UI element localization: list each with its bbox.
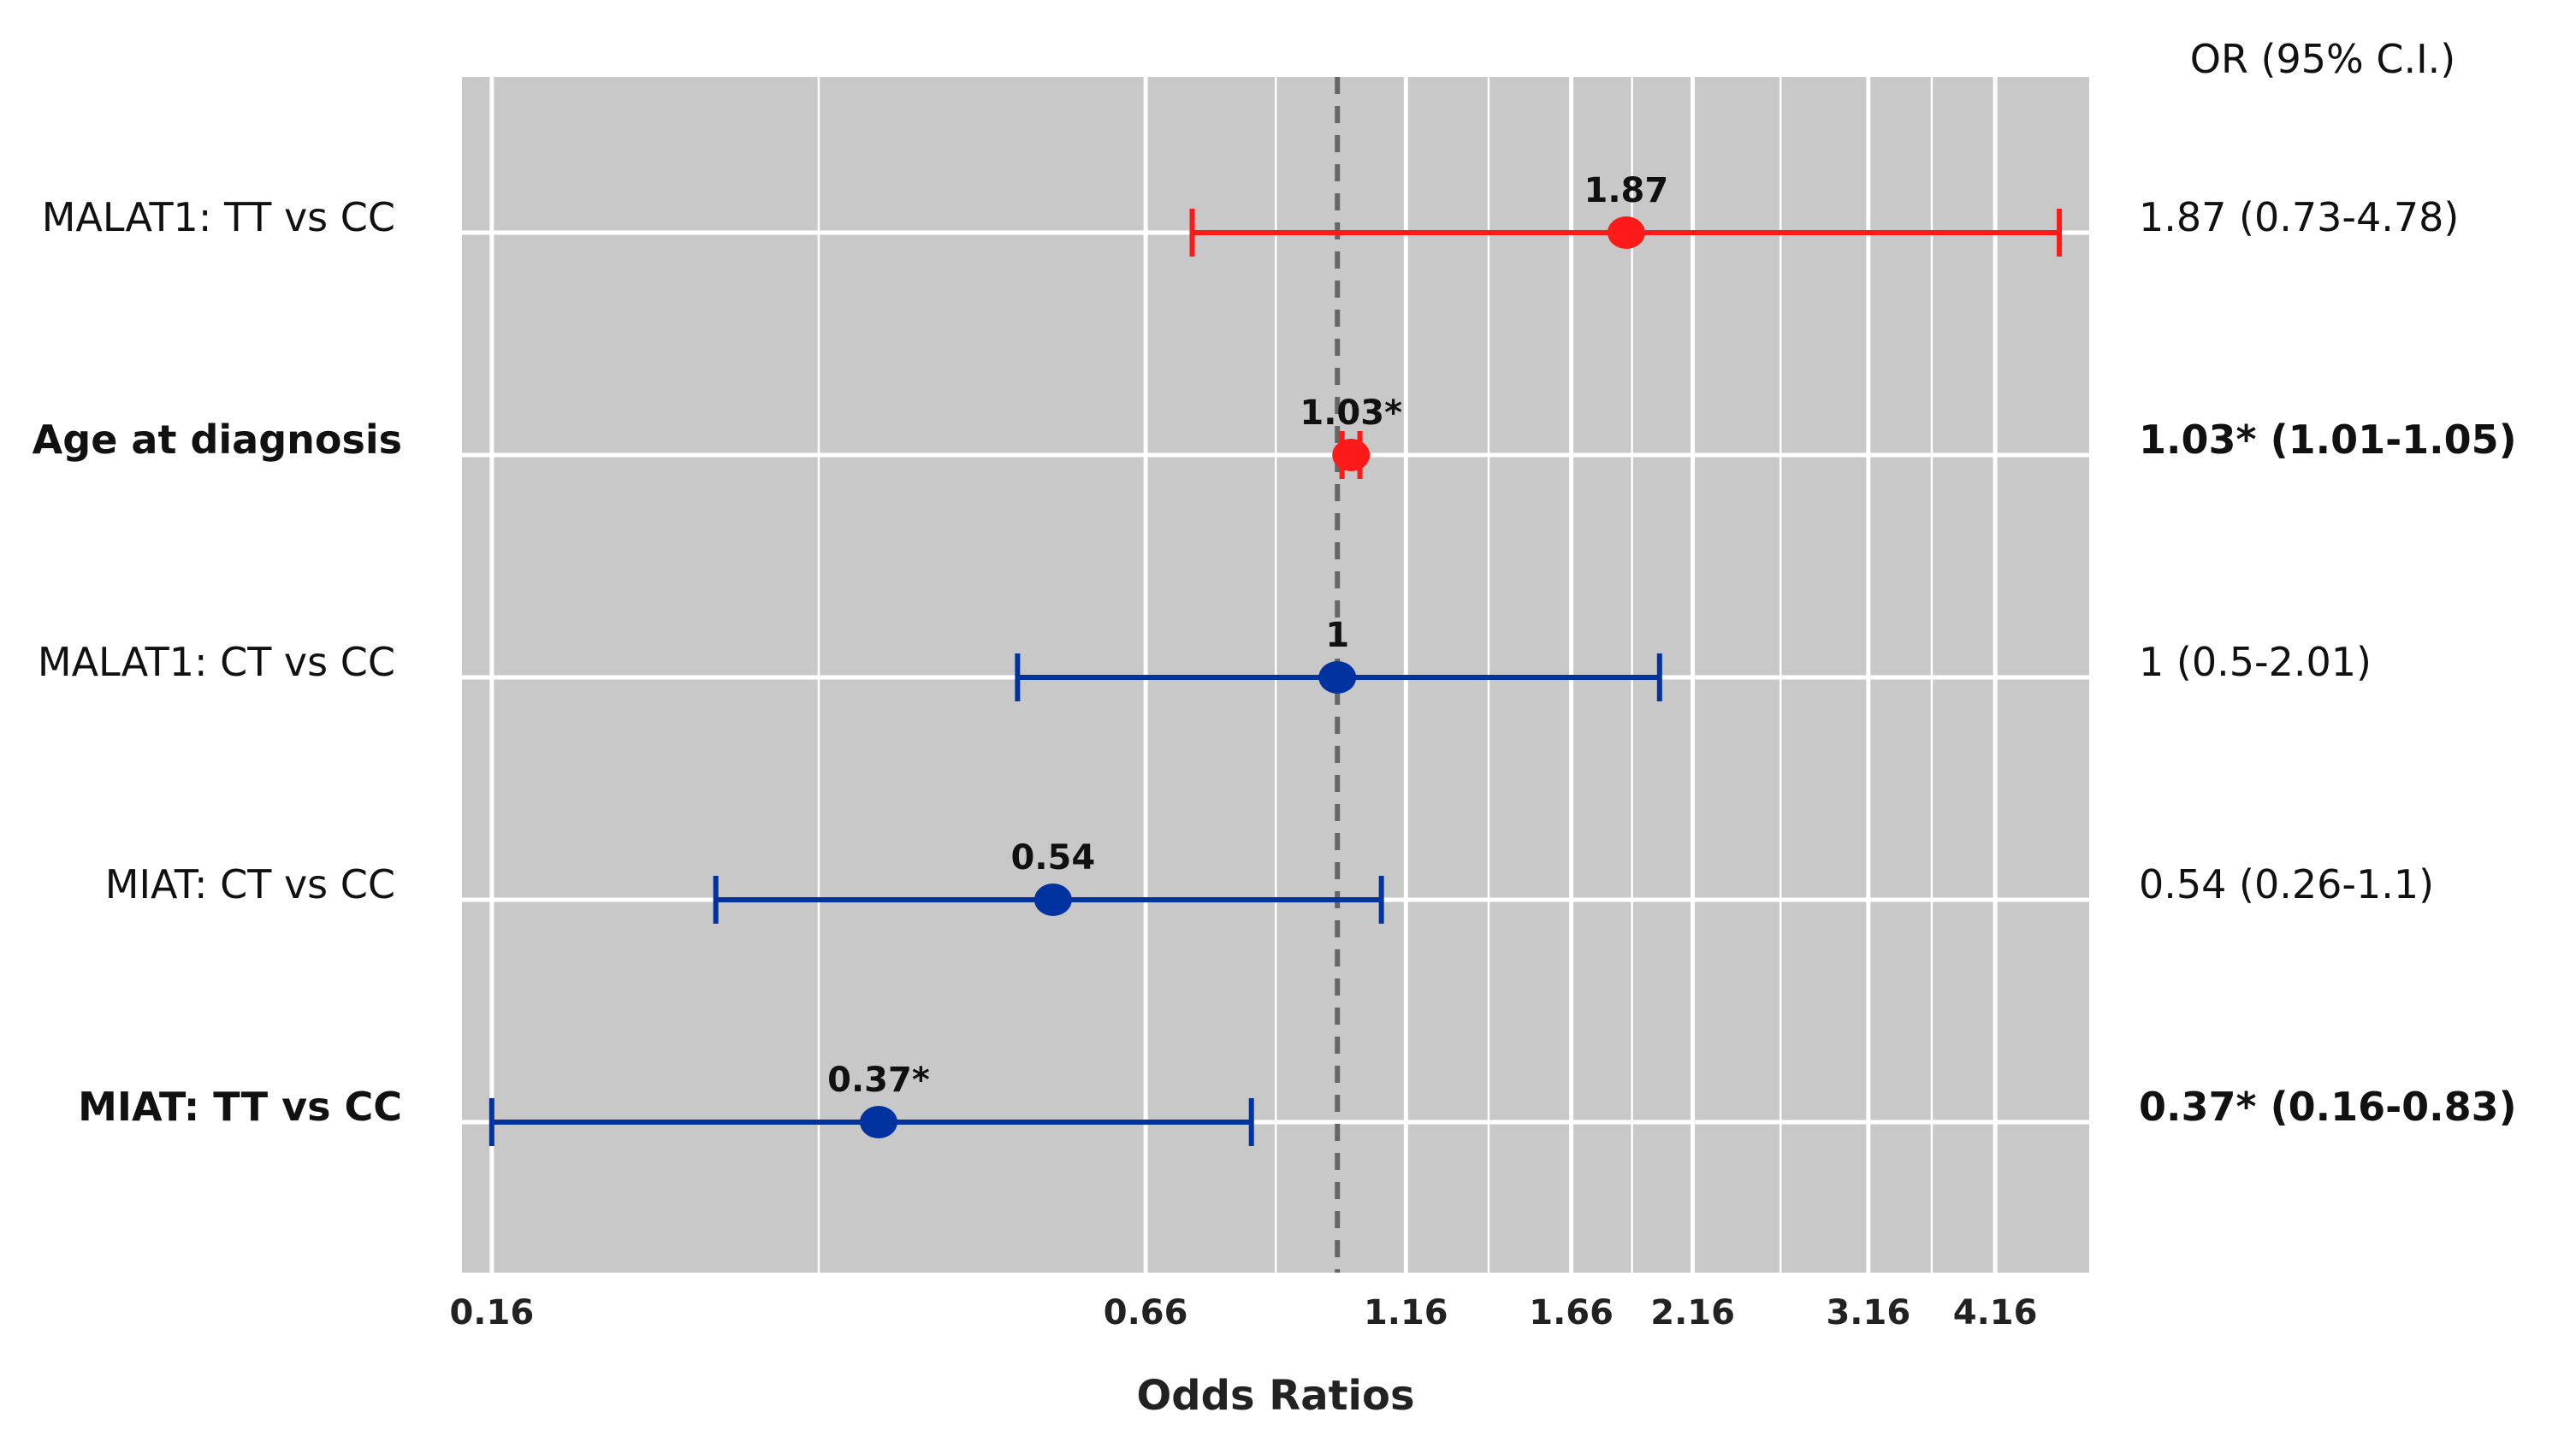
- x-tick-label: 0.66: [1104, 1293, 1188, 1333]
- or-ci-text: 1 (0.5-2.01): [2139, 639, 2372, 685]
- or-point: [859, 1106, 897, 1138]
- forest-row: 1 MALAT1: CT vs CC 1 (0.5-2.01): [38, 616, 2372, 701]
- x-tick-label: 0.16: [449, 1293, 534, 1333]
- or-point-label: 1.87: [1584, 171, 1669, 210]
- or-point-label: 1.03*: [1300, 393, 1402, 433]
- x-tick-label: 3.16: [1826, 1293, 1910, 1333]
- or-ci-text: 1.87 (0.73-4.78): [2139, 194, 2459, 240]
- forest-row: 0.37* MIAT: TT vs CC 0.37* (0.16-0.83): [78, 1061, 2517, 1146]
- or-point-label: 1: [1325, 616, 1349, 655]
- row-label: MIAT: CT vs CC: [105, 861, 395, 907]
- or-point: [1033, 884, 1072, 916]
- row-label: MIAT: TT vs CC: [78, 1084, 402, 1130]
- row-label: Age at diagnosis: [33, 417, 402, 463]
- or-ci-text: 0.54 (0.26-1.1): [2139, 861, 2434, 907]
- x-tick-label: 4.16: [1953, 1293, 2038, 1333]
- x-axis-ticks: 0.16 0.66 1.16 1.66 2.16 3.16 4.16: [449, 1293, 2037, 1333]
- or-point: [1318, 661, 1357, 694]
- or-ci-text: 0.37* (0.16-0.83): [2139, 1084, 2517, 1130]
- forest-row: 1.87 MALAT1: TT vs CC 1.87 (0.73-4.78): [42, 171, 2459, 257]
- forest-row: 1.03* Age at diagnosis 1.03* (1.01-1.05): [33, 393, 2517, 479]
- forest-rows: 1.87 MALAT1: TT vs CC 1.87 (0.73-4.78) 1.03…: [33, 171, 2517, 1146]
- x-tick-label: 1.16: [1364, 1293, 1448, 1333]
- x-tick-label: 2.16: [1650, 1293, 1735, 1333]
- or-point-label: 0.37*: [827, 1061, 930, 1100]
- row-label: MALAT1: CT vs CC: [38, 639, 395, 685]
- forest-row: 0.54 MIAT: CT vs CC 0.54 (0.26-1.1): [105, 838, 2434, 924]
- or-ci-text: 1.03* (1.01-1.05): [2139, 417, 2517, 463]
- or-point: [1607, 216, 1645, 249]
- or-ci-column-header: OR (95% C.I.): [2190, 36, 2455, 82]
- or-point: [1332, 439, 1371, 471]
- row-label: MALAT1: TT vs CC: [42, 194, 395, 240]
- x-axis-label: Odds Ratios: [1136, 1372, 1414, 1420]
- or-point-label: 0.54: [1011, 838, 1096, 878]
- x-tick-label: 1.66: [1529, 1293, 1614, 1333]
